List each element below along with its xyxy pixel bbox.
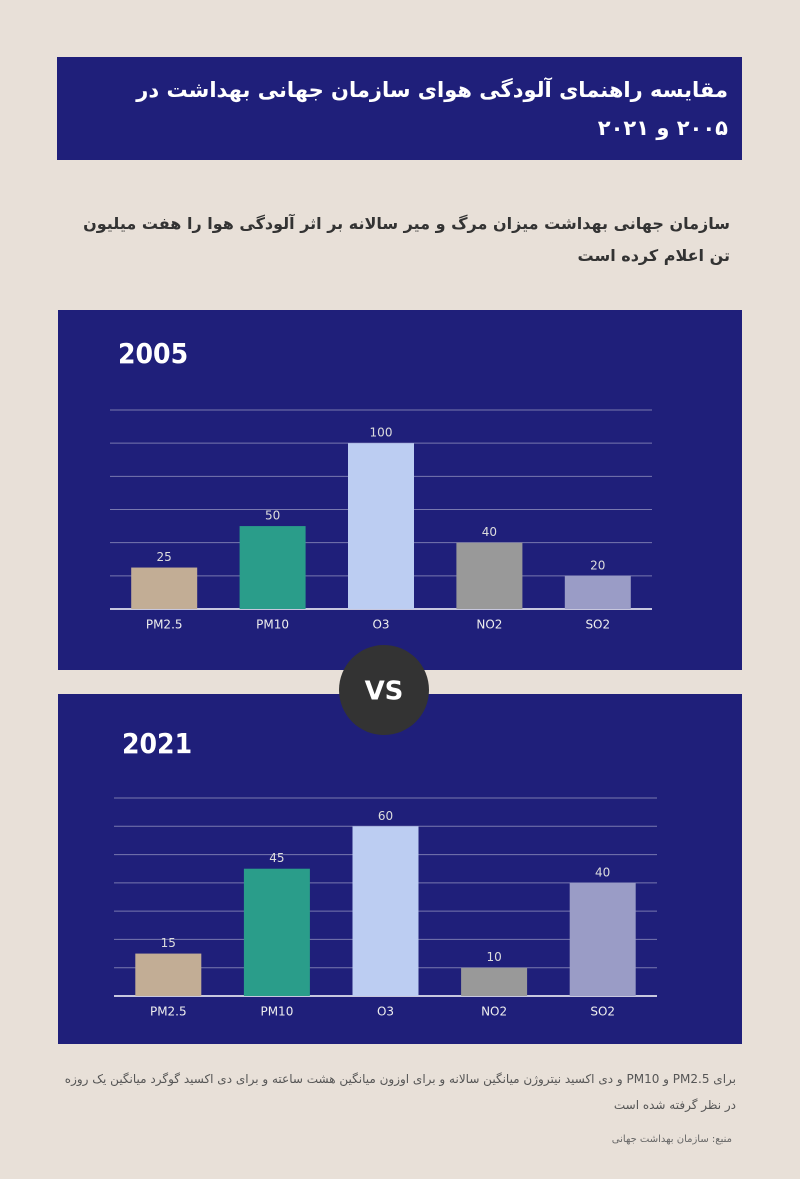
x-tick-label: O3 [377, 1005, 394, 1019]
value-label: 45 [269, 851, 284, 865]
x-tick-label: SO2 [585, 618, 610, 632]
footnote: برای PM2.5 و PM10 و دی اکسید نیتروژن میا… [64, 1072, 736, 1112]
bar [564, 575, 631, 609]
x-tick-label: PM2.5 [146, 618, 183, 632]
value-label: 60 [378, 809, 393, 823]
bar [569, 882, 636, 996]
x-tick-label: NO2 [481, 1005, 507, 1019]
bar [348, 443, 414, 609]
x-tick-label: NO2 [476, 618, 502, 632]
bar [131, 567, 198, 609]
subtitle: سازمان جهانی بهداشت میزان مرگ و میر سالا… [83, 214, 730, 265]
vs-label: VS [365, 677, 404, 707]
value-label: 10 [486, 950, 501, 964]
value-label: 15 [161, 936, 176, 950]
value-label: 40 [482, 525, 497, 539]
bar [461, 967, 528, 996]
chart-title: 2021 [122, 727, 192, 760]
x-tick-label: O3 [372, 618, 389, 632]
value-label: 50 [265, 509, 280, 523]
value-label: 40 [595, 865, 610, 879]
bar [243, 868, 310, 996]
value-label: 100 [370, 426, 393, 440]
x-tick-label: PM10 [256, 618, 289, 632]
bar [352, 826, 419, 996]
chart-title: 2005 [118, 337, 188, 370]
x-tick-label: PM10 [260, 1005, 293, 1019]
bar [239, 526, 306, 609]
x-tick-label: PM2.5 [150, 1005, 187, 1019]
header-title: مقایسه راهنمای آلودگی هوای سازمان جهانی … [57, 57, 742, 160]
value-label: 25 [157, 550, 172, 564]
source: منبع: سازمان بهداشت جهانی [611, 1134, 732, 1145]
bar [135, 953, 202, 996]
x-tick-label: SO2 [590, 1005, 615, 1019]
vs-circle [339, 645, 429, 735]
bar [456, 542, 523, 609]
value-label: 20 [590, 558, 605, 572]
